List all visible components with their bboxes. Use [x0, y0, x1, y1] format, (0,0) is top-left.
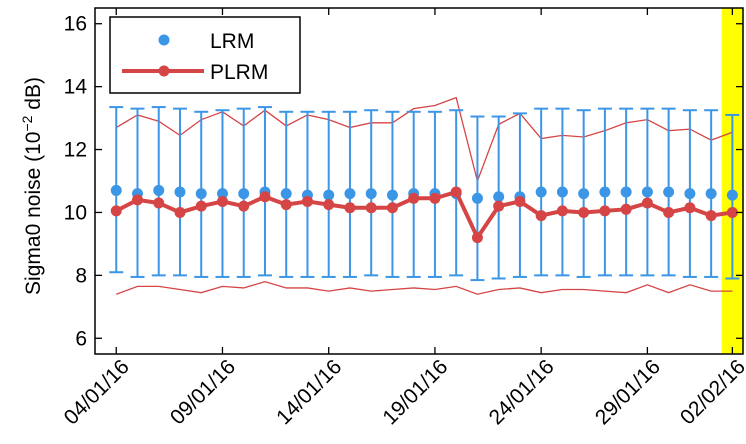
x-tick-label: 29/01/16	[591, 355, 665, 429]
plrm-point	[578, 206, 590, 218]
plrm-band-layer	[115, 96, 733, 295]
y-tick-label: 16	[64, 13, 87, 36]
legend-plrm-marker	[158, 65, 170, 77]
plrm-point	[259, 191, 271, 203]
y-tick-label: 10	[64, 201, 87, 224]
plrm-point	[344, 202, 356, 214]
plrm-point	[110, 205, 122, 217]
lrm-point	[684, 188, 696, 200]
plrm-point	[663, 206, 675, 218]
plrm-point	[450, 186, 462, 198]
y-axis: 6 8 10 12 14 16	[64, 13, 743, 350]
plrm-point	[365, 202, 377, 214]
lrm-point	[110, 184, 122, 196]
lrm-point	[174, 186, 186, 198]
lrm-point	[726, 189, 738, 201]
lrm-point	[153, 184, 165, 196]
plrm-point	[131, 194, 143, 206]
plrm-point	[153, 197, 165, 209]
x-tick-label: 04/01/16	[60, 355, 134, 429]
lrm-point	[344, 188, 356, 200]
lrm-point	[238, 188, 250, 200]
plrm-point	[514, 195, 526, 207]
lrm-point	[471, 192, 483, 204]
plrm-point	[174, 206, 186, 218]
plrm-lower-envelope-line	[116, 280, 733, 295]
legend-lrm-label: LRM	[210, 30, 254, 53]
lrm-point	[620, 186, 632, 198]
lrm-point	[365, 188, 377, 200]
y-axis-title-exponent: −2	[19, 115, 35, 131]
lrm-point	[578, 188, 590, 200]
plrm-point	[705, 210, 717, 222]
plrm-point	[301, 195, 313, 207]
plrm-point	[493, 200, 505, 212]
lrm-point	[195, 188, 207, 200]
plot-frame	[94, 7, 744, 355]
plrm-point	[620, 203, 632, 215]
x-tick-label: 24/01/16	[485, 355, 559, 429]
lrm-series-layer	[109, 106, 740, 282]
y-axis-title: Sigma0 noise (10−2 dB)	[19, 77, 45, 295]
plrm-point	[195, 200, 207, 212]
plrm-point	[280, 199, 292, 211]
y-tick-label: 14	[64, 76, 88, 99]
legend-lrm-marker	[158, 34, 170, 46]
lrm-point	[535, 186, 547, 198]
lrm-point	[663, 186, 675, 198]
y-tick-label: 6	[75, 327, 87, 350]
plrm-point	[323, 199, 335, 211]
x-tick-label: 02/02/16	[676, 355, 746, 429]
plrm-point	[216, 195, 228, 207]
y-tick-label: 12	[64, 139, 87, 162]
x-tick-label: 14/01/16	[272, 355, 346, 429]
plrm-point	[556, 205, 568, 217]
plrm-upper-envelope-line	[115, 96, 733, 184]
plrm-point	[471, 232, 483, 244]
legend: LRM PLRM	[109, 16, 301, 94]
y-axis-title-main: Sigma0 noise (10	[22, 132, 45, 295]
plrm-point	[429, 192, 441, 204]
plrm-point	[684, 202, 696, 214]
legend-box	[109, 16, 301, 94]
lrm-point	[386, 189, 398, 201]
lrm-point	[556, 186, 568, 198]
lrm-point	[323, 189, 335, 201]
plrm-point	[238, 200, 250, 212]
lrm-point	[705, 188, 717, 200]
plrm-point	[386, 202, 398, 214]
legend-plrm-label: PLRM	[210, 61, 268, 84]
lrm-point	[280, 188, 292, 200]
plrm-point	[599, 205, 611, 217]
y-tick-label: 8	[75, 264, 87, 287]
plrm-series-layer	[110, 186, 738, 244]
x-tick-label: 19/01/16	[378, 355, 452, 429]
lrm-point	[599, 186, 611, 198]
plrm-point	[726, 206, 738, 218]
plrm-point	[408, 192, 420, 204]
plrm-point	[641, 197, 653, 209]
plrm-line	[115, 190, 733, 240]
lrm-point	[493, 191, 505, 203]
y-axis-title-unit: dB)	[22, 77, 45, 116]
x-tick-label: 09/01/16	[166, 355, 240, 429]
plrm-point	[535, 210, 547, 222]
lrm-point	[641, 186, 653, 198]
lrm-point	[216, 188, 228, 200]
